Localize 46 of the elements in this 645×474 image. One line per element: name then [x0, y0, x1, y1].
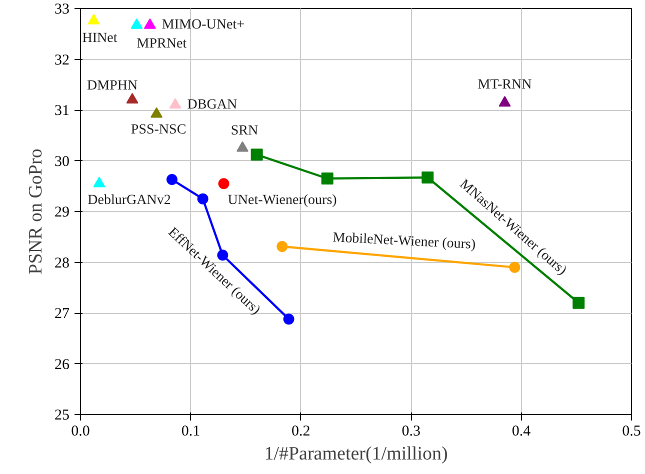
x-tick-label: 0.3: [402, 424, 420, 440]
y-tick-label: 32: [54, 52, 70, 68]
series-label: HINet: [82, 31, 118, 46]
y-axis-title: PSNR on GoPro: [26, 148, 46, 274]
point: [197, 193, 208, 204]
point: [321, 172, 334, 185]
series-label: MPRNet: [136, 36, 187, 52]
point: [218, 178, 230, 190]
y-tick-label: 31: [54, 103, 70, 119]
y-tick-label: 26: [54, 356, 70, 373]
x-tick-label: 0.4: [512, 424, 532, 440]
series-label: DeblurGANv2: [88, 193, 171, 208]
y-tick-label: 25: [54, 408, 70, 424]
y-tick-label: 33: [54, 2, 70, 18]
point: [498, 96, 511, 107]
series-label: SRN: [230, 124, 258, 139]
series-label: MIMO-UNet+: [162, 18, 245, 33]
point: [130, 18, 143, 29]
point: [169, 98, 182, 109]
series-label: UNet-Wiener(ours): [228, 193, 338, 208]
x-tick-label: 0.0: [71, 424, 90, 440]
series-label: DBGAN: [187, 97, 238, 112]
point: [88, 14, 100, 24]
x-tick-label: 0.5: [622, 424, 641, 440]
y-tick-label: 27: [54, 306, 70, 322]
point: [236, 141, 248, 152]
point: [276, 241, 288, 252]
x-tick-label: 0.1: [181, 424, 200, 440]
point: [422, 171, 434, 184]
point: [283, 314, 294, 325]
series-label: DMPHN: [87, 78, 138, 94]
y-tick-label: 30: [54, 154, 70, 170]
point: [93, 176, 106, 188]
series-label: MT-RNN: [478, 77, 532, 92]
y-tick-label: 28: [54, 255, 70, 272]
x-tick-label: 0.2: [292, 424, 310, 440]
y-tick-label: 29: [54, 204, 70, 220]
x-axis-title: 1/#Parameter(1/million): [264, 444, 448, 464]
series-label: PSS-NSC: [130, 122, 186, 138]
point: [144, 18, 156, 29]
point: [150, 107, 163, 118]
point: [166, 174, 178, 186]
point: [126, 93, 138, 104]
point: [572, 296, 585, 309]
point: [250, 148, 263, 161]
point: [509, 262, 520, 273]
